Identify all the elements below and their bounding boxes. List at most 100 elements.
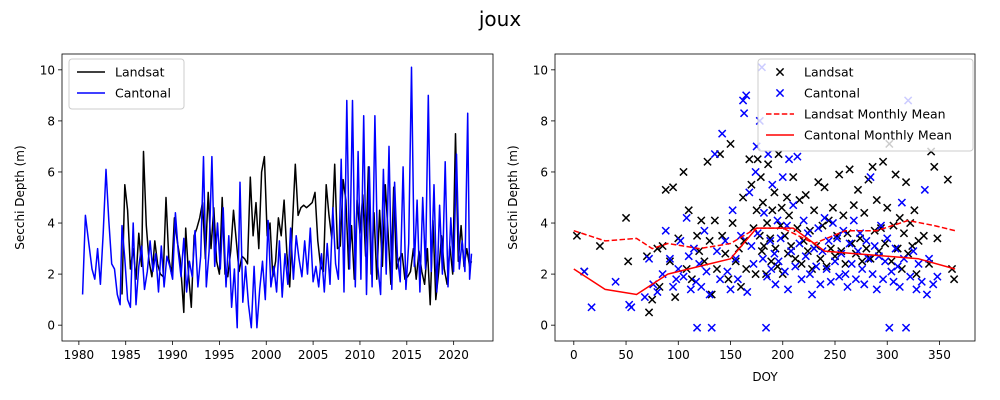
landsat-point — [824, 216, 833, 225]
cantonal-point — [759, 208, 769, 217]
cantonal-point — [753, 229, 762, 238]
cantonal-point — [738, 96, 748, 105]
cantonal-point — [885, 323, 894, 332]
y-tick-label: 6 — [540, 165, 548, 179]
landsat-point — [753, 155, 762, 164]
cantonal-point — [780, 267, 789, 276]
landsat-point — [901, 178, 911, 187]
cantonal-point — [828, 218, 838, 228]
cantonal-point — [672, 275, 681, 284]
landsat-point — [839, 211, 848, 220]
cantonal-point — [778, 172, 787, 182]
landsat-point — [791, 254, 800, 263]
y-tick-label: 10 — [40, 63, 55, 77]
landsat-point — [655, 282, 664, 291]
cantonal-point — [820, 213, 829, 223]
y-tick-label: 0 — [47, 319, 55, 333]
landsat-point — [858, 257, 867, 266]
cantonal-point — [868, 269, 877, 279]
cantonal-point — [686, 285, 695, 294]
cantonal-point — [679, 272, 688, 281]
landsat-point — [891, 170, 900, 179]
cantonal-point — [707, 323, 716, 332]
landsat-point — [668, 183, 678, 192]
landsat-point — [766, 234, 775, 243]
landsat-point — [759, 241, 769, 251]
cantonal-point — [816, 280, 825, 289]
landsat-point — [726, 139, 735, 149]
cantonal-point — [881, 257, 890, 266]
cantonal-point — [929, 280, 938, 289]
cantonal-point — [700, 226, 709, 235]
cantonal-point — [824, 236, 833, 246]
landsat-point — [853, 185, 863, 194]
landsat-point — [847, 239, 856, 248]
cantonal-point — [640, 292, 649, 302]
x-tick-label: 250 — [824, 348, 847, 362]
landsat-point — [742, 264, 751, 274]
landsat-point — [738, 193, 748, 202]
cantonal-point — [912, 285, 921, 294]
x-tick-label: 150 — [719, 348, 742, 362]
cantonal-legend-handle — [775, 88, 785, 98]
cantonal-point — [895, 282, 904, 291]
cantonal-point — [751, 167, 760, 177]
landsat-point — [705, 236, 714, 246]
landsat-point — [933, 234, 942, 243]
cantonal-point — [862, 236, 871, 246]
cantonal-point — [897, 198, 906, 207]
cantonal-point — [764, 149, 773, 159]
landsat-point — [930, 162, 939, 171]
legend-label-landsat: Landsat — [804, 65, 854, 80]
cantonal-point — [743, 287, 752, 297]
landsat-point — [860, 208, 869, 217]
x-tick-label: 1995 — [204, 348, 235, 362]
cantonal-point — [839, 226, 848, 235]
cantonal-point — [702, 267, 711, 276]
cantonal-point — [749, 259, 758, 269]
cantonal-point — [812, 262, 821, 271]
landsat-point — [736, 282, 746, 291]
cantonal-point — [872, 285, 881, 294]
cantonal-point — [803, 229, 812, 238]
cantonal-point — [920, 185, 929, 194]
landsat-point — [816, 254, 825, 263]
y-tick-label: 4 — [540, 217, 548, 231]
cantonal-point — [893, 262, 902, 271]
cantonal-point — [611, 277, 620, 286]
cantonal-point — [789, 201, 798, 210]
cantonal-point — [715, 275, 725, 284]
landsat-point — [747, 180, 756, 189]
landsat-point — [828, 203, 838, 212]
cantonal-point — [661, 226, 670, 235]
landsat-point — [621, 213, 631, 223]
landsat-point — [809, 206, 819, 215]
cantonal-point — [858, 264, 867, 274]
landsat-point — [868, 162, 877, 171]
cantonal-point — [809, 244, 819, 253]
landsat-point — [767, 257, 776, 266]
cantonal-point — [917, 277, 926, 286]
y-axis-title: Secchi Depth (m) — [13, 145, 27, 249]
cantonal-point — [710, 149, 719, 159]
y-tick-label: 2 — [47, 268, 55, 282]
cantonal-point — [684, 252, 693, 261]
cantonal-point — [887, 267, 896, 276]
landsat-point — [866, 254, 875, 263]
x-tick-label: 50 — [618, 348, 633, 362]
landsat-point — [731, 257, 740, 266]
cantonal-point — [676, 236, 685, 246]
landsat-point — [784, 211, 794, 220]
cantonal-point — [668, 282, 678, 291]
cantonal-point — [883, 234, 892, 243]
landsat-point — [757, 246, 766, 256]
x-tick-label: 2000 — [251, 348, 282, 362]
legend-label-cantonal-monthly-mean: Cantonal Monthly Mean — [804, 128, 952, 143]
cantonal-point — [891, 244, 900, 253]
landsat-point — [665, 257, 675, 266]
landsat-point — [739, 236, 749, 246]
landsat-point — [949, 275, 959, 284]
cantonal-point — [832, 234, 842, 243]
y-tick-label: 6 — [47, 165, 55, 179]
landsat-point — [724, 275, 733, 284]
